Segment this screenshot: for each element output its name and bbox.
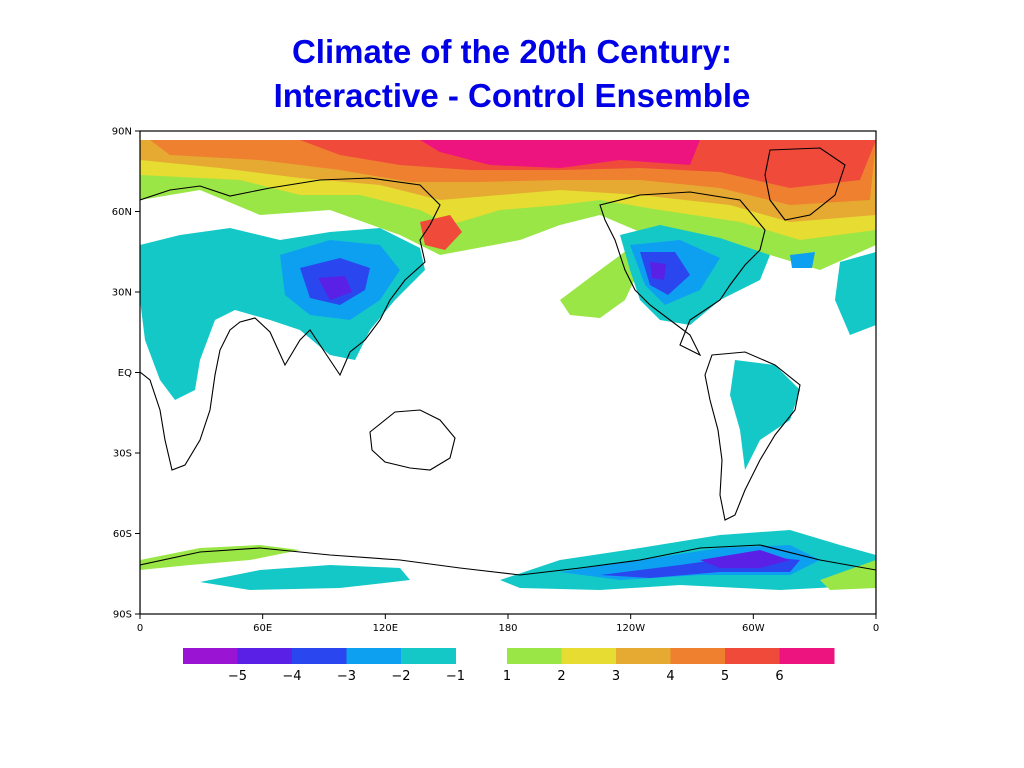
field-positive-1b [560, 248, 640, 318]
title-line-2: Interactive - Control Ensemble [273, 77, 751, 114]
coastline-south-america [704, 351, 801, 521]
colorbar-label-positive: 5 [721, 669, 729, 684]
coastline-north-america [599, 191, 766, 357]
colorbar-label-negative: −5 [228, 669, 247, 684]
lat-tick-label: 60S [113, 529, 132, 540]
title-line-1: Climate of the 20th Century: [291, 33, 733, 70]
colorbar-swatch-negative [292, 648, 347, 664]
colorbar-swatch-positive [507, 648, 562, 664]
field-positive-1g [140, 545, 300, 570]
colorbar-label-positive: 2 [557, 669, 565, 684]
anomaly-fields [140, 140, 876, 590]
colorbar-label-negative: −2 [391, 669, 410, 684]
colorbar-label-positive: 1 [503, 669, 511, 684]
field-negative-1e [835, 252, 876, 335]
coastline-greenland [764, 147, 846, 221]
field-negative-4f [700, 550, 790, 568]
coastlines [140, 147, 876, 614]
colorbar-swatch-negative [346, 648, 402, 664]
field-negative-4 [318, 276, 352, 300]
colorbar-label-negative: −1 [446, 669, 465, 684]
colorbar-label-negative: −3 [337, 669, 356, 684]
colorbar-swatch-negative [237, 648, 293, 664]
lat-tick-label: 30N [112, 288, 132, 299]
lat-tick-label: 30S [113, 449, 132, 460]
field-negative-2e [790, 252, 815, 268]
lat-tick-label: EQ [118, 368, 132, 379]
lon-tick-label: 0 [137, 623, 143, 634]
colorbar-label-positive: 3 [612, 669, 620, 684]
latitude-axis: 90N 60N 30N EQ 30S 60S 90S [112, 127, 140, 621]
map-title: Climate of the 20th Century: Interactive… [0, 30, 1024, 118]
colorbar-swatch-positive [779, 648, 835, 664]
colorbar-swatch-positive [670, 648, 726, 664]
field-negative-4c [650, 262, 666, 280]
colorbar-swatch-positive [725, 648, 780, 664]
colorbar-label-positive: 4 [666, 669, 674, 684]
coastline-antarctica [140, 544, 876, 614]
colorbar-swatch-negative [401, 648, 456, 664]
lon-tick-label: 0 [873, 623, 879, 634]
field-negative-1g [200, 565, 410, 590]
field-negative-1d [730, 360, 800, 470]
lon-tick-label: 60W [742, 623, 765, 634]
colorbar-swatch-positive [616, 648, 671, 664]
lon-tick-label: 180 [498, 623, 517, 634]
colorbar-label-negative: −4 [282, 669, 301, 684]
colorbar-label-positive: 6 [775, 669, 783, 684]
lat-tick-label: 90N [112, 127, 132, 138]
lon-tick-label: 120E [373, 623, 398, 634]
colorbar-swatch-negative [183, 648, 238, 664]
lat-tick-label: 90S [113, 610, 132, 621]
lon-tick-label: 120W [616, 623, 645, 634]
lat-tick-label: 60N [112, 207, 132, 218]
colorbar-swatch-positive [561, 648, 617, 664]
coastline-eurasia-africa [140, 177, 441, 471]
field-positive-6 [420, 140, 700, 168]
lon-tick-label: 60E [253, 623, 272, 634]
longitude-axis: 0 60E 120E 180 120W 60W 0 [137, 614, 879, 634]
colorbar: −5 −4 −3 −2 −1 1 2 3 4 5 6 [183, 648, 835, 684]
coastline-australia [369, 409, 456, 471]
